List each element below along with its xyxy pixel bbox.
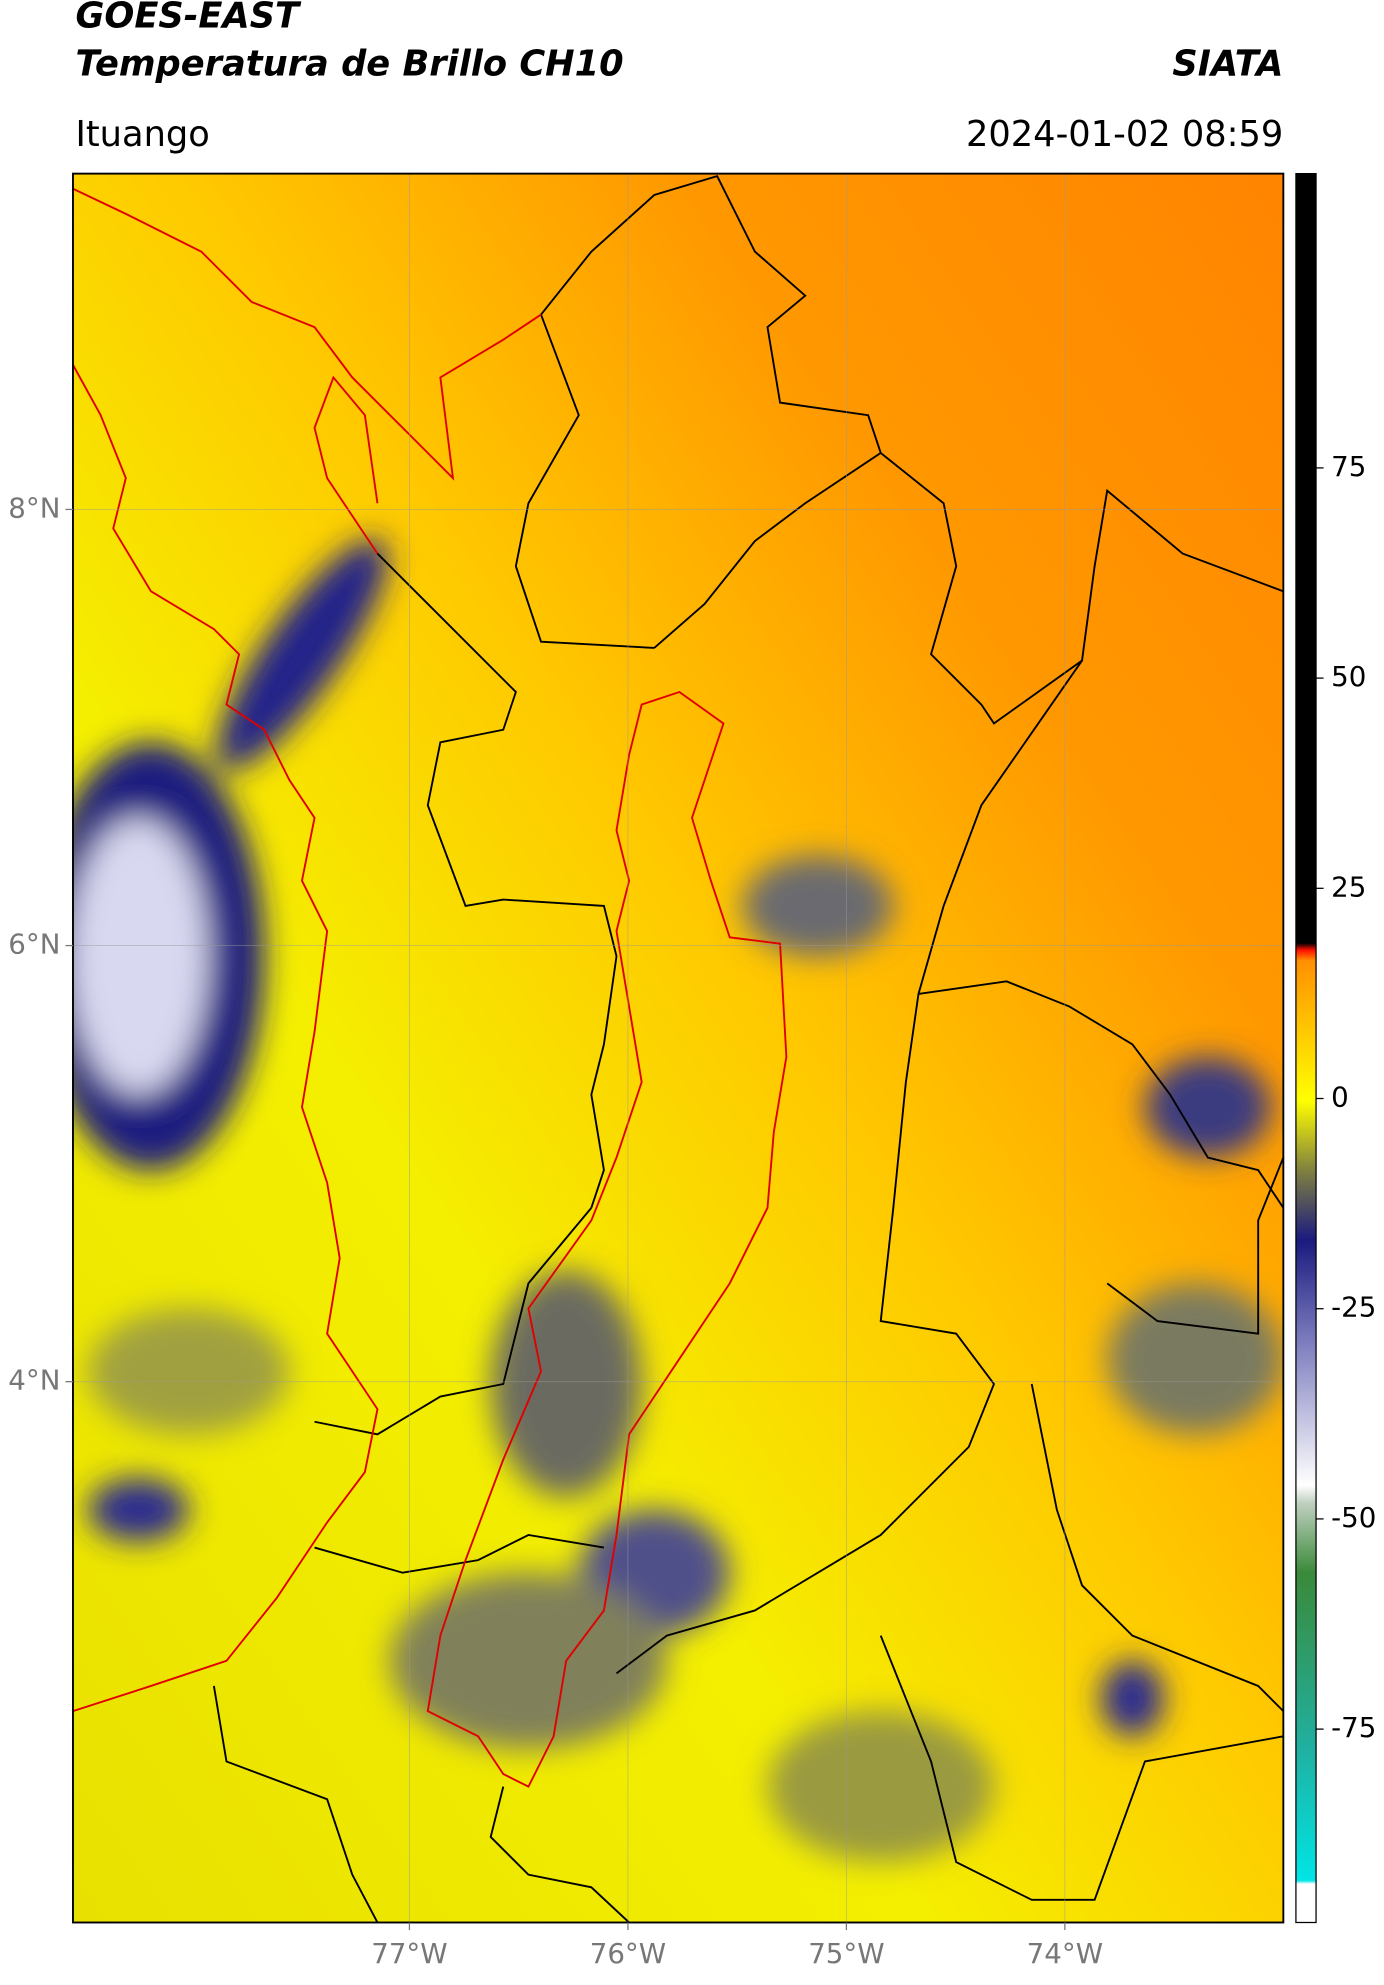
colorbar-tick-label: -25 bbox=[1331, 1291, 1376, 1324]
cloud-fields bbox=[72, 538, 1284, 1863]
colorbar bbox=[1295, 172, 1317, 1924]
colorbar-tick-label: 0 bbox=[1331, 1081, 1349, 1114]
y-tick-label: 6°N bbox=[8, 928, 60, 961]
coastline-and-catchment bbox=[72, 187, 788, 1788]
map-image bbox=[72, 173, 1284, 1923]
graticule bbox=[72, 173, 1284, 1923]
colorbar-tick-label: 75 bbox=[1331, 450, 1366, 483]
colorbar-tick-label: -75 bbox=[1331, 1711, 1376, 1744]
x-tick-label: 76°W bbox=[590, 1937, 666, 1970]
y-tick-label: 8°N bbox=[8, 491, 60, 524]
map-frame bbox=[72, 172, 1285, 1924]
datetime: 2024-01-02 08:59 bbox=[966, 114, 1283, 155]
x-tick-label: 74°W bbox=[1027, 1937, 1103, 1970]
background bbox=[72, 173, 1284, 1923]
region: Ituango bbox=[75, 114, 209, 155]
title: GOES-EAST bbox=[75, 0, 302, 37]
colorbar-tick-label: 50 bbox=[1331, 660, 1366, 693]
x-tick-label: 77°W bbox=[371, 1937, 447, 1970]
colorbar-tick-label: 25 bbox=[1331, 870, 1366, 903]
brand: SIATA bbox=[1172, 43, 1283, 84]
y-tick-label: 4°N bbox=[8, 1364, 60, 1397]
subtitle: Temperatura de Brillo CH10 bbox=[75, 43, 623, 84]
x-tick-label: 75°W bbox=[808, 1937, 884, 1970]
colorbar-tick-label: -50 bbox=[1331, 1501, 1376, 1534]
admin-boundaries bbox=[212, 175, 1284, 1923]
